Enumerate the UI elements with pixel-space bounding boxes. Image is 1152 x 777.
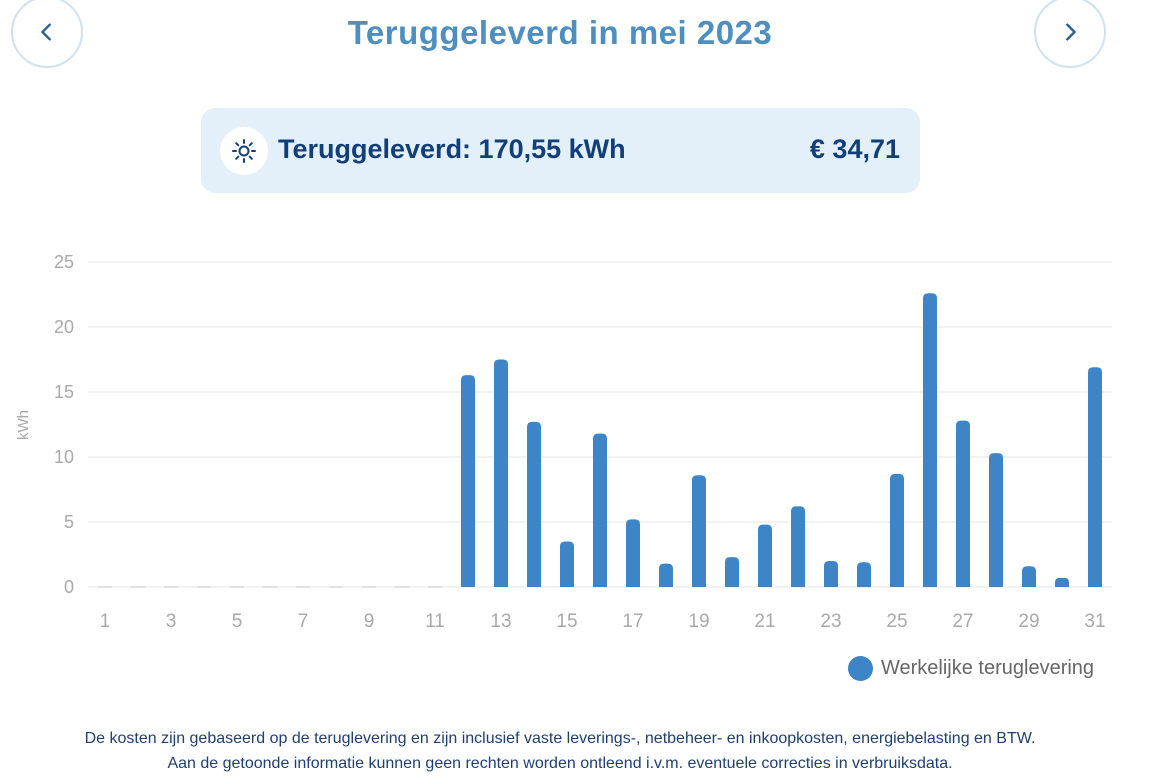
x-tick-label: 17 bbox=[622, 611, 643, 632]
y-tick-label: 5 bbox=[64, 512, 74, 532]
x-tick-label: 13 bbox=[490, 611, 511, 632]
footnote-disclaimer: Aan de getoonde informatie kunnen geen r… bbox=[167, 755, 953, 772]
x-tick-label: 9 bbox=[364, 611, 375, 632]
bar-day-18[interactable] bbox=[659, 563, 673, 587]
bar-day-15[interactable] bbox=[560, 541, 574, 588]
bar-day-23[interactable] bbox=[824, 561, 838, 587]
legend-dot-icon bbox=[848, 656, 873, 681]
bar-day-13[interactable] bbox=[494, 359, 508, 588]
bar-day-27[interactable] bbox=[956, 420, 970, 587]
x-tick-label: 1 bbox=[100, 611, 111, 632]
previous-month-button[interactable] bbox=[11, 0, 83, 68]
x-tick-label: 15 bbox=[556, 611, 577, 632]
x-tick-label: 11 bbox=[425, 611, 445, 632]
chevron-left-icon bbox=[41, 23, 51, 41]
sun-icon bbox=[232, 139, 256, 163]
x-axis-ticks: 1 3 5 7 9 11 13 15 17 19 21 23 25 27 29 31 bbox=[100, 611, 1106, 632]
footnote-costs: De kosten zijn gebaseerd op de terugleve… bbox=[84, 730, 1036, 747]
bar-day-12[interactable] bbox=[461, 375, 475, 587]
bar-day-21[interactable] bbox=[758, 524, 772, 587]
bar-day-19[interactable] bbox=[692, 475, 706, 587]
bar-day-17[interactable] bbox=[626, 519, 640, 587]
bar-day-14[interactable] bbox=[527, 421, 541, 587]
legend-label: Werkelijke teruglevering bbox=[881, 657, 1095, 679]
bar-day-24[interactable] bbox=[857, 562, 871, 587]
x-tick-label: 21 bbox=[754, 611, 775, 632]
bar-day-29[interactable] bbox=[1022, 566, 1036, 587]
y-tick-label: 10 bbox=[54, 447, 74, 467]
page-title: Teruggeleverd in mei 2023 bbox=[347, 14, 773, 51]
bar-day-25[interactable] bbox=[890, 473, 904, 587]
summary-amount: € 34,71 bbox=[809, 134, 900, 164]
x-tick-label: 5 bbox=[232, 611, 243, 632]
bar-day-26[interactable] bbox=[923, 293, 937, 587]
x-tick-label: 31 bbox=[1084, 611, 1105, 632]
sun-badge bbox=[220, 127, 268, 175]
y-axis-label: kWh bbox=[15, 410, 32, 440]
bar-day-31[interactable] bbox=[1088, 367, 1102, 587]
summary-total-label: Teruggeleverd: 170,55 kWh bbox=[278, 134, 626, 164]
bar-day-16[interactable] bbox=[593, 433, 607, 587]
x-tick-label: 7 bbox=[298, 611, 309, 632]
y-tick-label: 0 bbox=[64, 577, 74, 597]
x-tick-label: 27 bbox=[952, 611, 973, 632]
x-tick-label: 3 bbox=[166, 611, 177, 632]
next-month-button[interactable] bbox=[1034, 0, 1106, 68]
x-tick-label: 23 bbox=[820, 611, 841, 632]
bar-day-30[interactable] bbox=[1055, 577, 1069, 587]
grid-lines bbox=[88, 261, 1112, 588]
x-tick-label: 19 bbox=[688, 611, 709, 632]
y-tick-label: 20 bbox=[54, 317, 74, 337]
bars bbox=[98, 293, 1102, 588]
legend[interactable]: Werkelijke teruglevering bbox=[848, 656, 1094, 681]
summary-card: Teruggeleverd: 170,55 kWh € 34,71 bbox=[201, 108, 920, 193]
y-tick-label: 15 bbox=[54, 382, 74, 402]
bar-day-28[interactable] bbox=[989, 453, 1003, 587]
bar-day-22[interactable] bbox=[791, 506, 805, 587]
x-tick-label: 29 bbox=[1018, 611, 1039, 632]
y-tick-label: 25 bbox=[54, 252, 74, 272]
bar-day-20[interactable] bbox=[725, 557, 739, 587]
x-tick-label: 25 bbox=[886, 611, 907, 632]
chevron-right-icon bbox=[1066, 23, 1076, 41]
y-axis-ticks: 0 5 10 15 20 25 bbox=[54, 252, 74, 597]
